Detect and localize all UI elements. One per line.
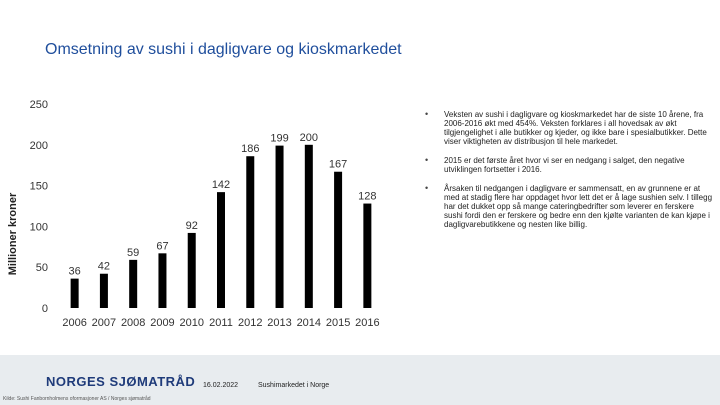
y-tick-label: 250 bbox=[30, 99, 48, 111]
y-tick-label: 50 bbox=[36, 262, 48, 274]
bar-2009 bbox=[158, 253, 167, 308]
bar-2012 bbox=[246, 156, 255, 308]
bar-2010 bbox=[187, 232, 196, 308]
bullet-item: 2015 er det første året hvor vi ser en n… bbox=[424, 156, 712, 174]
slide-title: Omsetning av sushi i dagligvare og kiosk… bbox=[45, 41, 402, 58]
x-tick-label: 2006 bbox=[62, 317, 86, 329]
data-label-2008: 59 bbox=[127, 247, 139, 259]
x-tick-label: 2014 bbox=[297, 317, 321, 329]
x-tick-label: 2013 bbox=[267, 317, 291, 329]
bar-2007 bbox=[99, 273, 108, 308]
bar-2013 bbox=[275, 145, 284, 308]
data-label-2012: 186 bbox=[241, 143, 259, 155]
data-label-2006: 36 bbox=[69, 266, 81, 278]
bar-2011 bbox=[217, 192, 225, 308]
x-tick-label: 2015 bbox=[326, 317, 350, 329]
data-label-2009: 67 bbox=[156, 240, 168, 252]
y-tick-label: 150 bbox=[30, 181, 48, 193]
bar-2016 bbox=[363, 203, 372, 308]
bar-2015 bbox=[334, 171, 343, 308]
x-tick-label: 2009 bbox=[150, 317, 174, 329]
x-tick-label: 2007 bbox=[92, 317, 116, 329]
bullet-list: Veksten av sushi i dagligvare og kioskma… bbox=[424, 110, 712, 239]
x-tick-label: 2011 bbox=[209, 317, 233, 329]
bar-2008 bbox=[129, 259, 138, 308]
data-label-2015: 167 bbox=[329, 159, 347, 171]
y-tick-label: 0 bbox=[42, 303, 48, 315]
data-label-2011: 142 bbox=[212, 179, 230, 191]
x-tick-label: 2010 bbox=[179, 317, 203, 329]
bar-chart-svg: Millioner kroner 0 50 100 150 200 250 36 42 59 67 9… bbox=[7, 99, 380, 329]
bullet-item: Veksten av sushi i dagligvare og kioskma… bbox=[424, 110, 712, 146]
x-tick-label: 2016 bbox=[355, 317, 379, 329]
footer-title: Sushimarkedet i Norge bbox=[258, 382, 330, 389]
y-tick-label: 200 bbox=[30, 140, 48, 152]
x-tick-label: 2012 bbox=[238, 317, 262, 329]
data-label-2016: 128 bbox=[358, 191, 376, 203]
data-label-2010: 92 bbox=[186, 220, 198, 232]
footer: NORGES SJØMATRÅD 16.02.2022 Sushimarkede… bbox=[0, 355, 720, 405]
y-axis-label: Millioner kroner bbox=[7, 192, 19, 275]
data-label-2007: 42 bbox=[98, 261, 110, 273]
bar-2014 bbox=[304, 144, 313, 308]
y-tick-label: 100 bbox=[30, 221, 48, 233]
source-note: Kilde: Sushi Fanbornholmens oformasjoner… bbox=[3, 396, 151, 402]
x-tick-label: 2008 bbox=[121, 317, 145, 329]
sushi-sales-chart: Millioner kroner 0 50 100 150 200 250 36 42 59 67 9… bbox=[0, 90, 400, 340]
bar-2006 bbox=[70, 278, 79, 308]
bullet-item: Årsaken til nedgangen i dagligvare er sa… bbox=[424, 184, 712, 229]
data-label-2013: 199 bbox=[270, 133, 288, 145]
data-label-2014: 200 bbox=[300, 132, 318, 144]
footer-date: 16.02.2022 bbox=[203, 382, 239, 389]
brand-logo: NORGES SJØMATRÅD bbox=[46, 374, 196, 389]
